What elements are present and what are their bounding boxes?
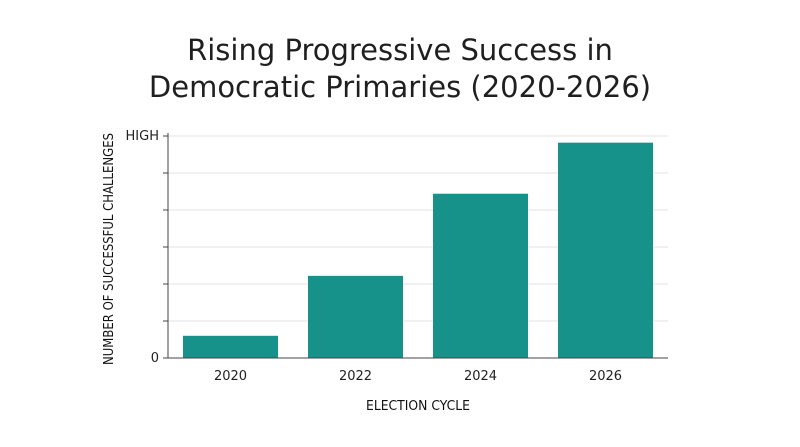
y-tick-label: 0 <box>151 351 159 366</box>
x-tick-label: 2026 <box>589 369 622 384</box>
chart-title: Rising Progressive Success in Democratic… <box>0 32 800 106</box>
y-axis-title: NUMBER OF SUCCESSFUL CHALLENGES <box>102 133 117 365</box>
chart-title-line-2: Democratic Primaries (2020-2026) <box>148 70 652 104</box>
tick-labels: 2020 2022 2024 2026 0 HIGH <box>126 129 623 384</box>
y-tick-label: HIGH <box>126 129 159 144</box>
bars <box>183 142 653 358</box>
x-axis-title: ELECTION CYCLE <box>366 399 470 414</box>
chart-title-line-1: Rising Progressive Success in <box>187 33 613 67</box>
bar-2022 <box>308 275 403 358</box>
x-tick-label: 2024 <box>464 369 497 384</box>
bar-2020 <box>183 335 278 358</box>
bar-2024 <box>433 193 528 358</box>
x-tick-label: 2020 <box>214 369 247 384</box>
x-tick-label: 2022 <box>339 369 372 384</box>
ticks <box>163 135 168 359</box>
bar-2026 <box>558 142 653 358</box>
